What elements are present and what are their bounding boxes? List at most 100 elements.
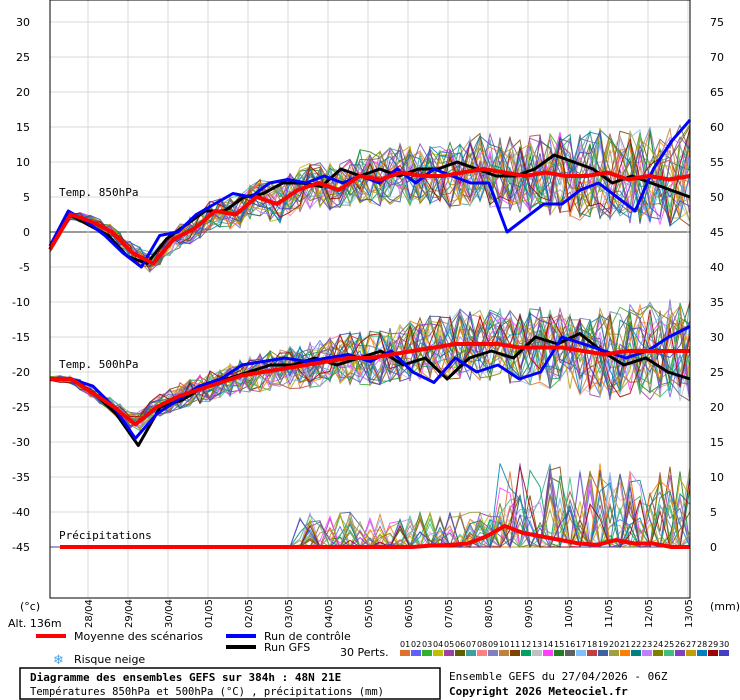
right-tick-label: 15 bbox=[710, 436, 724, 449]
pert-number: 08 bbox=[477, 640, 487, 649]
left-tick-label: 15 bbox=[16, 121, 30, 134]
legend-mean-label: Moyenne des scénarios bbox=[74, 630, 203, 643]
pert-number: 01 bbox=[400, 640, 410, 649]
pert-swatch bbox=[499, 650, 509, 656]
pert-number: 21 bbox=[620, 640, 630, 649]
left-tick-label: -25 bbox=[12, 401, 30, 414]
pert-number: 22 bbox=[631, 640, 641, 649]
pert-number: 20 bbox=[609, 640, 619, 649]
pert-swatch bbox=[675, 650, 685, 656]
pert-swatch bbox=[587, 650, 597, 656]
pert-color-legend: 01 02 03 04 05 06 07 08 09 10 11 12 13 14 15 16 17 18 19 20… bbox=[400, 640, 729, 656]
left-tick-label: -10 bbox=[12, 296, 30, 309]
pert-swatch bbox=[631, 650, 641, 656]
x-tick-label: 05/05 bbox=[364, 599, 375, 628]
right-tick-label: 75 bbox=[710, 16, 724, 29]
pert-swatch bbox=[477, 650, 487, 656]
x-tick-label: 29/04 bbox=[124, 599, 135, 628]
right-tick-label: 0 bbox=[710, 541, 717, 554]
altitude-label: Alt. 136m bbox=[8, 617, 62, 630]
series-t850-line bbox=[48, 167, 691, 266]
right-tick-label: 60 bbox=[710, 121, 724, 134]
pert-number: 05 bbox=[444, 640, 454, 649]
right-axis-unit: (mm) bbox=[710, 600, 740, 613]
pert-swatch bbox=[719, 650, 729, 656]
pert-number: 14 bbox=[543, 640, 553, 649]
pert-swatch bbox=[455, 650, 465, 656]
footer-subtitle: Températures 850hPa et 500hPa (°C) , pré… bbox=[30, 686, 384, 698]
pert-number: 25 bbox=[664, 640, 674, 649]
t850-label: Temp. 850hPa bbox=[59, 186, 138, 199]
left-tick-label: -40 bbox=[12, 506, 30, 519]
pert-swatch bbox=[510, 650, 520, 656]
pert-line bbox=[49, 132, 691, 273]
x-tick-label: 03/05 bbox=[284, 599, 295, 628]
x-tick-label: 08/05 bbox=[484, 599, 495, 628]
series-t500-line bbox=[50, 325, 691, 440]
pert-number: 02 bbox=[411, 640, 421, 649]
pert-number: 11 bbox=[510, 640, 520, 649]
pert-number: 07 bbox=[466, 640, 476, 649]
pert-swatch bbox=[466, 650, 476, 656]
x-tick-label: 28/04 bbox=[84, 599, 95, 628]
footer-run: Ensemble GEFS du 27/04/2026 - 06Z bbox=[449, 670, 668, 683]
left-tick-label: -45 bbox=[12, 541, 30, 554]
x-tick-label: 12/05 bbox=[644, 599, 655, 628]
pert-swatch bbox=[686, 650, 696, 656]
footer-title: Diagramme des ensembles GEFS sur 384h : … bbox=[30, 671, 341, 684]
snowflake-icon: ❄ bbox=[53, 653, 64, 668]
axes: 302520151050-5-10-15-20-25-30-35-40-4575… bbox=[12, 0, 724, 628]
pert-swatch bbox=[444, 650, 454, 656]
pert-swatch bbox=[554, 650, 564, 656]
pert-swatch bbox=[521, 650, 531, 656]
pert-swatch bbox=[422, 650, 432, 656]
left-tick-label: -20 bbox=[12, 366, 30, 379]
pert-number: 03 bbox=[422, 640, 432, 649]
left-tick-label: 0 bbox=[23, 226, 30, 239]
series-precip-line bbox=[60, 524, 690, 549]
left-tick-label: 10 bbox=[16, 156, 30, 169]
right-tick-label: 40 bbox=[710, 261, 724, 274]
pert-swatch bbox=[609, 650, 619, 656]
pert-number: 06 bbox=[455, 640, 465, 649]
pert-number: 19 bbox=[598, 640, 608, 649]
pert-line bbox=[49, 303, 691, 420]
legend-control-label: Run de contrôle bbox=[264, 630, 351, 643]
pert-swatch bbox=[642, 650, 652, 656]
right-tick-label: 35 bbox=[710, 296, 724, 309]
right-tick-label: 50 bbox=[710, 191, 724, 204]
pert-number: 26 bbox=[675, 640, 685, 649]
left-tick-label: -15 bbox=[12, 331, 30, 344]
pert-number: 12 bbox=[521, 640, 531, 649]
x-tick-label: 09/05 bbox=[524, 599, 535, 628]
right-tick-label: 30 bbox=[710, 331, 724, 344]
footer-copyright: Copyright 2026 Meteociel.fr bbox=[449, 685, 628, 698]
x-tick-label: 01/05 bbox=[204, 599, 215, 628]
pert-number: 27 bbox=[686, 640, 696, 649]
x-tick-label: 30/04 bbox=[164, 599, 175, 628]
x-tick-label: 02/05 bbox=[244, 599, 255, 628]
right-tick-label: 10 bbox=[710, 471, 724, 484]
right-tick-label: 45 bbox=[710, 226, 724, 239]
pert-swatch bbox=[543, 650, 553, 656]
series-t850-line bbox=[48, 153, 691, 265]
right-tick-label: 20 bbox=[710, 401, 724, 414]
pert-number: 18 bbox=[587, 640, 597, 649]
pert-swatch bbox=[488, 650, 498, 656]
pert-number: 29 bbox=[708, 640, 718, 649]
pert-number: 28 bbox=[697, 640, 707, 649]
left-tick-label: 5 bbox=[23, 191, 30, 204]
pert-swatch bbox=[708, 650, 718, 656]
precip-label: Précipitations bbox=[59, 529, 152, 542]
x-tick-label: 07/05 bbox=[444, 599, 455, 628]
pert-number: 04 bbox=[433, 640, 443, 649]
pert-swatch bbox=[411, 650, 421, 656]
pert-number: 30 bbox=[719, 640, 729, 649]
pert-swatch bbox=[598, 650, 608, 656]
right-tick-label: 55 bbox=[710, 156, 724, 169]
x-tick-label: 06/05 bbox=[404, 599, 415, 628]
pert-swatch bbox=[400, 650, 410, 656]
left-tick-label: 30 bbox=[16, 16, 30, 29]
left-tick-label: -35 bbox=[12, 471, 30, 484]
